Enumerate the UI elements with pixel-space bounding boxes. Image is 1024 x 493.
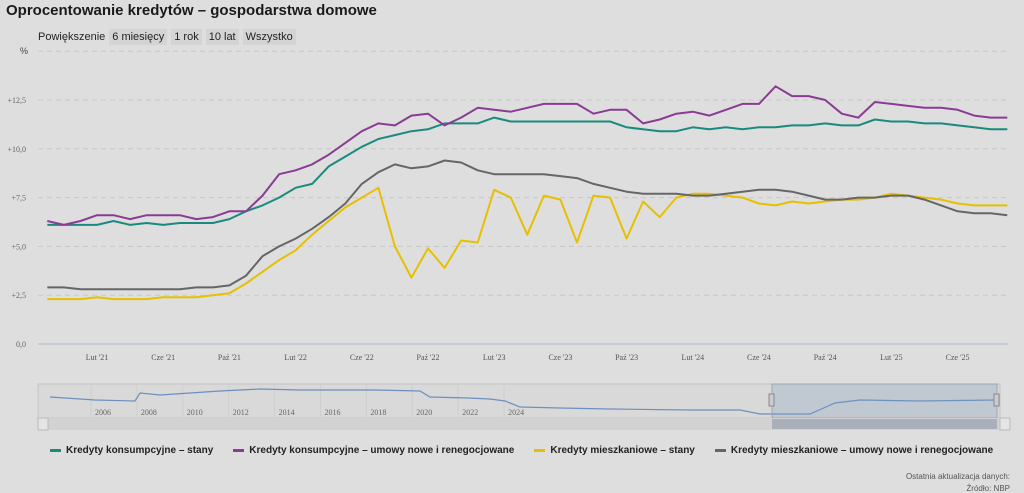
- navigator-series: [49, 388, 996, 415]
- navigator-right-handle[interactable]: [993, 393, 1000, 407]
- series-line: [47, 186, 1008, 301]
- navigator-tick-label: 2006: [95, 408, 111, 417]
- navigator-tick-label: 2014: [279, 408, 295, 417]
- x-tick-label: Cze '21: [151, 353, 175, 362]
- y-tick-label: 0,0: [16, 340, 26, 349]
- y-axis-label: %: [20, 46, 28, 56]
- legend-item-housing-new[interactable]: Kredyty mieszkaniowe – umowy nowe i rene…: [714, 445, 994, 456]
- x-tick-label: Cze '22: [350, 353, 374, 362]
- navigator-tick-label: 2016: [325, 408, 341, 417]
- x-tick-label: Paź '24: [814, 353, 837, 362]
- legend-swatch: [714, 449, 726, 452]
- zoom-all-button[interactable]: Wszystko: [242, 29, 296, 45]
- legend-label: Kredyty konsumpcyjne – stany: [66, 445, 214, 456]
- x-tick-label: Lut '22: [284, 353, 307, 362]
- legend-swatch: [233, 449, 245, 452]
- x-tick-label: Lut '24: [682, 353, 705, 362]
- legend-label: Kredyty mieszkaniowe – stany: [550, 445, 695, 456]
- series-line: [47, 159, 1008, 291]
- x-tick-label: Paź '23: [615, 353, 638, 362]
- last-update-note: Ostatnia aktualizacja danych:: [905, 472, 1010, 481]
- y-tick-label: +5,0: [11, 242, 26, 251]
- legend: Kredyty konsumpcyjne – stany Kredyty kon…: [50, 445, 993, 456]
- zoom-selector: Powiększenie 6 miesięcy 1 rok 10 lat Wsz…: [38, 29, 296, 45]
- x-tick-label: Lut '25: [880, 353, 903, 362]
- x-tick-label: Lut '23: [483, 353, 506, 362]
- navigator-tick-label: 2018: [370, 408, 386, 417]
- scroll-left-button[interactable]: [37, 417, 49, 431]
- navigator-tick-label: 2022: [462, 408, 478, 417]
- legend-item-consumer-stock[interactable]: Kredyty konsumpcyjne – stany: [50, 445, 213, 456]
- navigator-tick-label: 2012: [233, 408, 249, 417]
- legend-item-consumer-new[interactable]: Kredyty konsumpcyjne – umowy nowe i rene…: [233, 445, 514, 456]
- y-tick-label: +2,5: [11, 291, 26, 300]
- navigator-selected-range: [771, 383, 998, 419]
- legend-label: Kredyty konsumpcyjne – umowy nowe i rene…: [249, 445, 515, 456]
- y-tick-label: +10,0: [7, 145, 26, 154]
- y-tick-label: +7,5: [11, 194, 26, 203]
- zoom-1y-button[interactable]: 1 rok: [171, 29, 202, 45]
- y-tick-label: +12,5: [7, 96, 26, 105]
- navigator-tick-label: 2020: [416, 408, 432, 417]
- navigator: 2006 2008 2010 2012 2014 2016 2018 2020 2022 2024: [37, 383, 1011, 431]
- x-tick-label: Cze '25: [946, 353, 970, 362]
- zoom-10y-button[interactable]: 10 lat: [205, 29, 239, 45]
- scrollbar-thumb[interactable]: [772, 419, 997, 429]
- legend-swatch: [534, 449, 546, 452]
- zoom-6m-button[interactable]: 6 miesięcy: [109, 29, 168, 45]
- series-line: [47, 116, 1008, 226]
- scroll-right-button[interactable]: [999, 417, 1011, 431]
- x-tick-label: Lut '21: [86, 353, 109, 362]
- legend-label: Kredyty mieszkaniowe – umowy nowe i rene…: [730, 445, 994, 456]
- zoom-label: Powiększenie: [38, 31, 106, 43]
- x-tick-label: Cze '23: [548, 353, 572, 362]
- x-tick-label: Paź '21: [218, 353, 241, 362]
- navigator-tick-label: 2024: [508, 408, 524, 417]
- navigator-tick-label: 2008: [141, 408, 157, 417]
- legend-item-housing-stock[interactable]: Kredyty mieszkaniowe – stany: [534, 445, 695, 456]
- source-note: Źródło: NBP: [966, 484, 1010, 493]
- page-title: Oprocentowanie kredytów – gospodarstwa d…: [6, 2, 377, 19]
- x-tick-label: Cze '24: [747, 353, 771, 362]
- line-chart: 0,0 +2,5 +5,0 +7,5 +10,0 +12,5% Lut '21 Cze '21…: [7, 46, 1011, 431]
- navigator-tick-label: 2010: [187, 408, 203, 417]
- legend-swatch: [50, 449, 61, 452]
- x-tick-label: Paź '22: [417, 353, 440, 362]
- series-line: [47, 85, 1008, 226]
- navigator-left-handle[interactable]: [768, 393, 775, 407]
- scrollbar-track: [38, 418, 1000, 430]
